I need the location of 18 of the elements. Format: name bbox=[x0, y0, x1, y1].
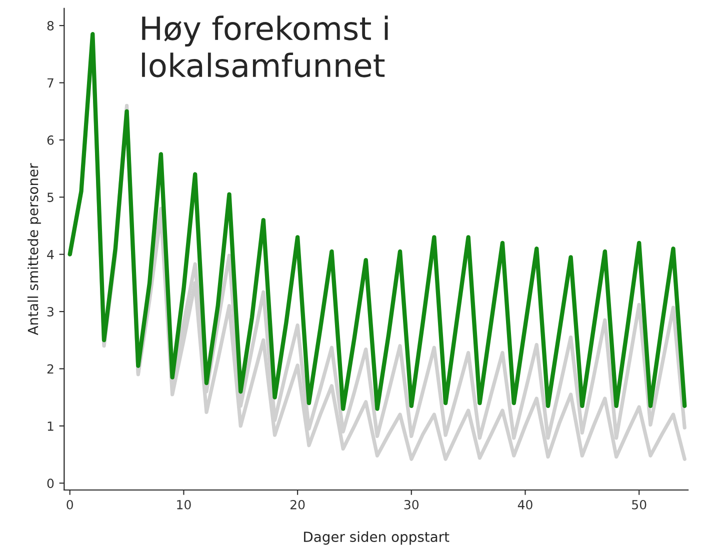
y-tick-label: 2 bbox=[47, 364, 54, 374]
x-tick-label: 40 bbox=[518, 500, 532, 510]
y-axis-title: Antall smittede personer bbox=[27, 163, 41, 336]
y-tick-label: 7 bbox=[48, 78, 54, 88]
x-tick-label: 10 bbox=[177, 500, 191, 510]
x-tick-label: 20 bbox=[290, 500, 305, 510]
y-tick-label: 8 bbox=[47, 21, 54, 30]
y-tick-label: 1 bbox=[48, 422, 54, 431]
x-tick-label: 50 bbox=[632, 500, 646, 510]
x-tick-label: 0 bbox=[66, 500, 74, 510]
text: Høy forekomst i lokalsamfunnet bbox=[142, 16, 388, 78]
x-axis-title: Dager siden oppstart bbox=[304, 531, 450, 545]
y-tick-label: 5 bbox=[47, 192, 54, 202]
y-tick-label: 6 bbox=[47, 135, 54, 145]
y-tick-label: 0 bbox=[47, 478, 54, 488]
y-tick-label: 4 bbox=[47, 250, 54, 260]
x-tick-label: 30 bbox=[404, 500, 419, 510]
y-tick-label: 3 bbox=[47, 307, 54, 316]
